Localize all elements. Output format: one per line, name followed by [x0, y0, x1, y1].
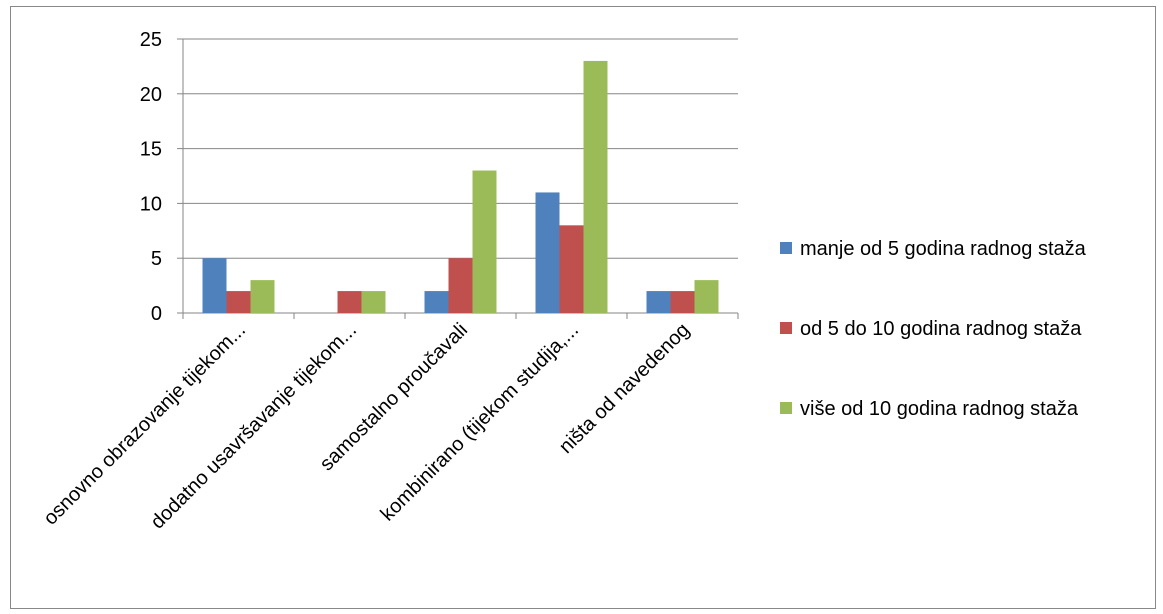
- bar-1-3: [424, 291, 449, 313]
- legend-swatch: [780, 402, 792, 414]
- category-labels: osnovno obrazovanje tijekom...dodatno us…: [40, 319, 695, 533]
- y-tick-label: 20: [140, 84, 162, 106]
- bar-2-2: [337, 291, 362, 313]
- y-tick-label: 0: [151, 303, 162, 325]
- legend-swatch: [780, 242, 792, 254]
- bar-2-4: [559, 225, 584, 313]
- gridlines: [183, 38, 738, 259]
- legend-swatch: [780, 322, 792, 334]
- legend-label: od 5 do 10 godina radnog staža: [800, 318, 1082, 340]
- bar-3-3: [472, 170, 497, 313]
- legend-label: više od 10 godina radnog staža: [800, 398, 1079, 420]
- bar-3-1: [250, 280, 275, 313]
- bar-1-4: [535, 192, 560, 313]
- legend: manje od 5 godina radnog staža od 5 do 10…: [780, 238, 1087, 420]
- axes: 0 5 10 15 20 25: [140, 29, 739, 325]
- bar-1-1: [202, 258, 227, 313]
- bar-1-5: [646, 291, 671, 313]
- y-tick-label: 10: [140, 193, 162, 215]
- bar-3-4: [583, 60, 608, 313]
- bars: [202, 60, 719, 313]
- bar-2-3: [448, 258, 473, 313]
- category-label: osnovno obrazovanje tijekom...: [40, 319, 251, 530]
- category-label: dodatno usavršavanje tijekom...: [147, 319, 361, 533]
- bar-3-5: [694, 280, 719, 313]
- bar-3-2: [361, 291, 386, 313]
- y-tick-label: 15: [140, 139, 162, 161]
- legend-label: manje od 5 godina radnog staža: [800, 238, 1087, 260]
- bar-2-5: [670, 291, 695, 313]
- bar-2-1: [226, 291, 251, 313]
- y-tick-label: 25: [140, 29, 162, 51]
- category-label: kombinirano (tijekom studija,...: [376, 319, 583, 526]
- y-tick-label: 5: [151, 248, 162, 270]
